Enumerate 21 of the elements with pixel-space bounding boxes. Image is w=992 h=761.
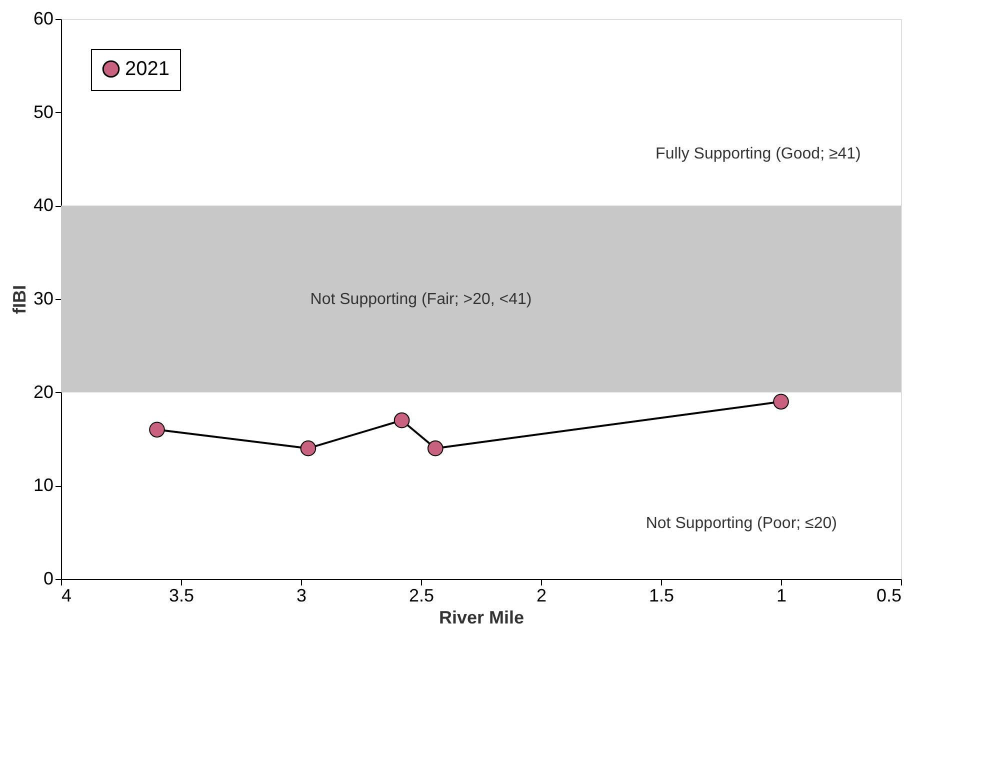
y-tick-label: 50	[33, 102, 54, 122]
y-tick-label: 10	[33, 475, 54, 496]
y-tick-label: 60	[33, 8, 54, 28]
x-tick-label: 3.5	[168, 586, 194, 606]
x-tick-label: 2	[536, 586, 547, 606]
x-tick-label: 2.5	[408, 586, 434, 606]
band-label: Not Supporting (Fair; >20, <41)	[310, 291, 532, 308]
x-tick-label: 4	[62, 586, 72, 606]
x-tick-label: 1	[776, 586, 787, 606]
y-tick-label: 20	[33, 382, 54, 402]
annotation: Fully Supporting (Good; ≥41)	[656, 145, 861, 162]
x-axis-title: River Mile	[438, 608, 524, 628]
y-tick-label: 0	[43, 568, 54, 588]
y-tick-label: 40	[33, 195, 54, 216]
y-axis-title: fIBI	[9, 285, 30, 314]
x-tick-label: 1.5	[648, 586, 674, 606]
x-tick-label: 3	[296, 586, 307, 606]
legend-label: 2021	[125, 58, 170, 80]
y-tick-label: 30	[33, 288, 54, 308]
annotation: Not Supporting (Poor; ≤20)	[646, 515, 837, 532]
x-tick-label: 0.5	[876, 586, 902, 606]
